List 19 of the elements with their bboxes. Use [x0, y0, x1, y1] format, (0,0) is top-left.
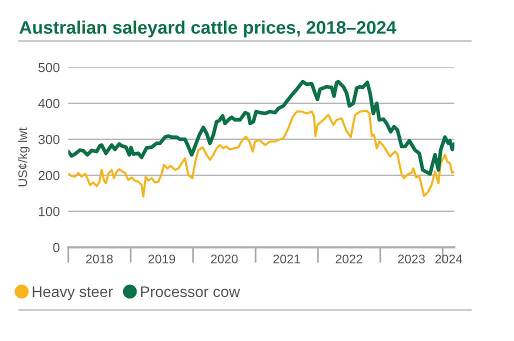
y-tick-label: 300 — [38, 134, 60, 144]
y-axis-title: US¢/kg lwt — [18, 128, 30, 186]
y-tick-label: 400 — [38, 98, 60, 108]
x-tick-label: 2019 — [148, 254, 176, 264]
x-tick-label: 2022 — [336, 254, 362, 264]
y-tick-label: 0 — [53, 242, 60, 252]
x-tick-label: 2023 — [398, 254, 425, 264]
legend-label: Processor cow — [141, 286, 240, 298]
y-tick-label: 200 — [38, 170, 60, 180]
legend-label: Heavy steer — [32, 286, 113, 300]
x-tick-label: 2024 — [435, 254, 462, 264]
x-tick-label: 2018 — [86, 254, 113, 264]
y-tick-label: 100 — [38, 206, 60, 216]
line-series — [68, 80, 454, 176]
chart-title: Australian saleyard cattle prices, 2018–2024 — [19, 20, 396, 38]
x-tick-label: 2020 — [211, 254, 238, 264]
line-series — [68, 110, 454, 198]
y-tick-label: 500 — [38, 62, 60, 72]
x-tick-label: 2021 — [273, 254, 300, 264]
